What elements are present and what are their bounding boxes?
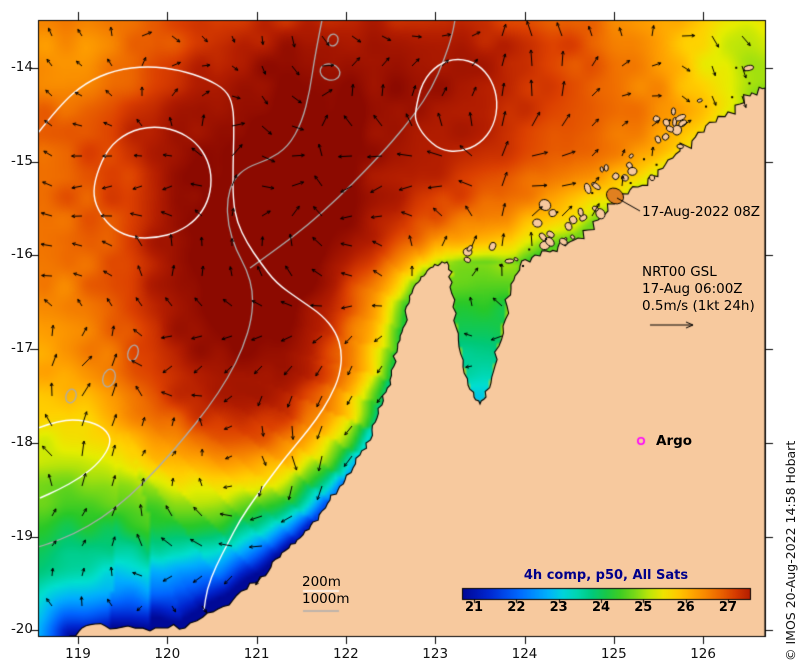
x-axis-label: 122	[333, 646, 359, 662]
model-name: NRT00 GSL	[642, 264, 717, 280]
colorbar-title: 4h comp, p50, All Sats	[523, 568, 689, 583]
model-time: 17-Aug 06:00Z	[642, 281, 743, 297]
vector-scale-label: 0.5m/s (1kt 24h)	[642, 298, 755, 314]
date-annotation: 17-Aug-2022 08Z	[642, 204, 761, 220]
x-axis-label: 119	[65, 646, 91, 662]
model-annotation: NRT00 GSL 17-Aug 06:00Z 0.5m/s (1kt 24h)	[642, 264, 755, 315]
y-axis-label: -17	[10, 340, 33, 357]
depth-200m-label: 200m	[302, 574, 341, 590]
y-axis-label: -20	[10, 621, 33, 638]
colorbar-tick-label: 27	[718, 600, 738, 615]
y-axis-label: -16	[10, 246, 33, 263]
credit-text: © IMOS 20-Aug-2022 14:58 Hobart	[783, 440, 798, 661]
y-axis-label: -18	[10, 433, 33, 450]
colorbar-tick-label: 26	[676, 600, 695, 615]
x-axis-label: 121	[243, 646, 270, 662]
argo-label: Argo	[656, 433, 693, 449]
y-axis-label: -19	[10, 527, 33, 544]
x-axis-label: 124	[511, 646, 538, 662]
colorbar-tick-label: 22	[507, 600, 526, 615]
depth-contour-legend: 200m 1000m	[302, 574, 350, 608]
y-axis-label: -14	[10, 59, 33, 75]
x-axis-label: 126	[690, 646, 716, 662]
depth-1000m-label: 1000m	[302, 591, 350, 607]
colorbar-tick-label: 25	[634, 600, 653, 615]
x-axis-label: 123	[422, 646, 449, 662]
x-axis-label: 120	[154, 646, 181, 662]
colorbar-tick-label: 24	[591, 600, 611, 615]
y-axis-label: -15	[10, 152, 33, 169]
colorbar-tick-label: 23	[549, 600, 568, 615]
x-axis-label: 125	[600, 646, 627, 662]
colorbar-tick-label: 21	[464, 600, 484, 615]
